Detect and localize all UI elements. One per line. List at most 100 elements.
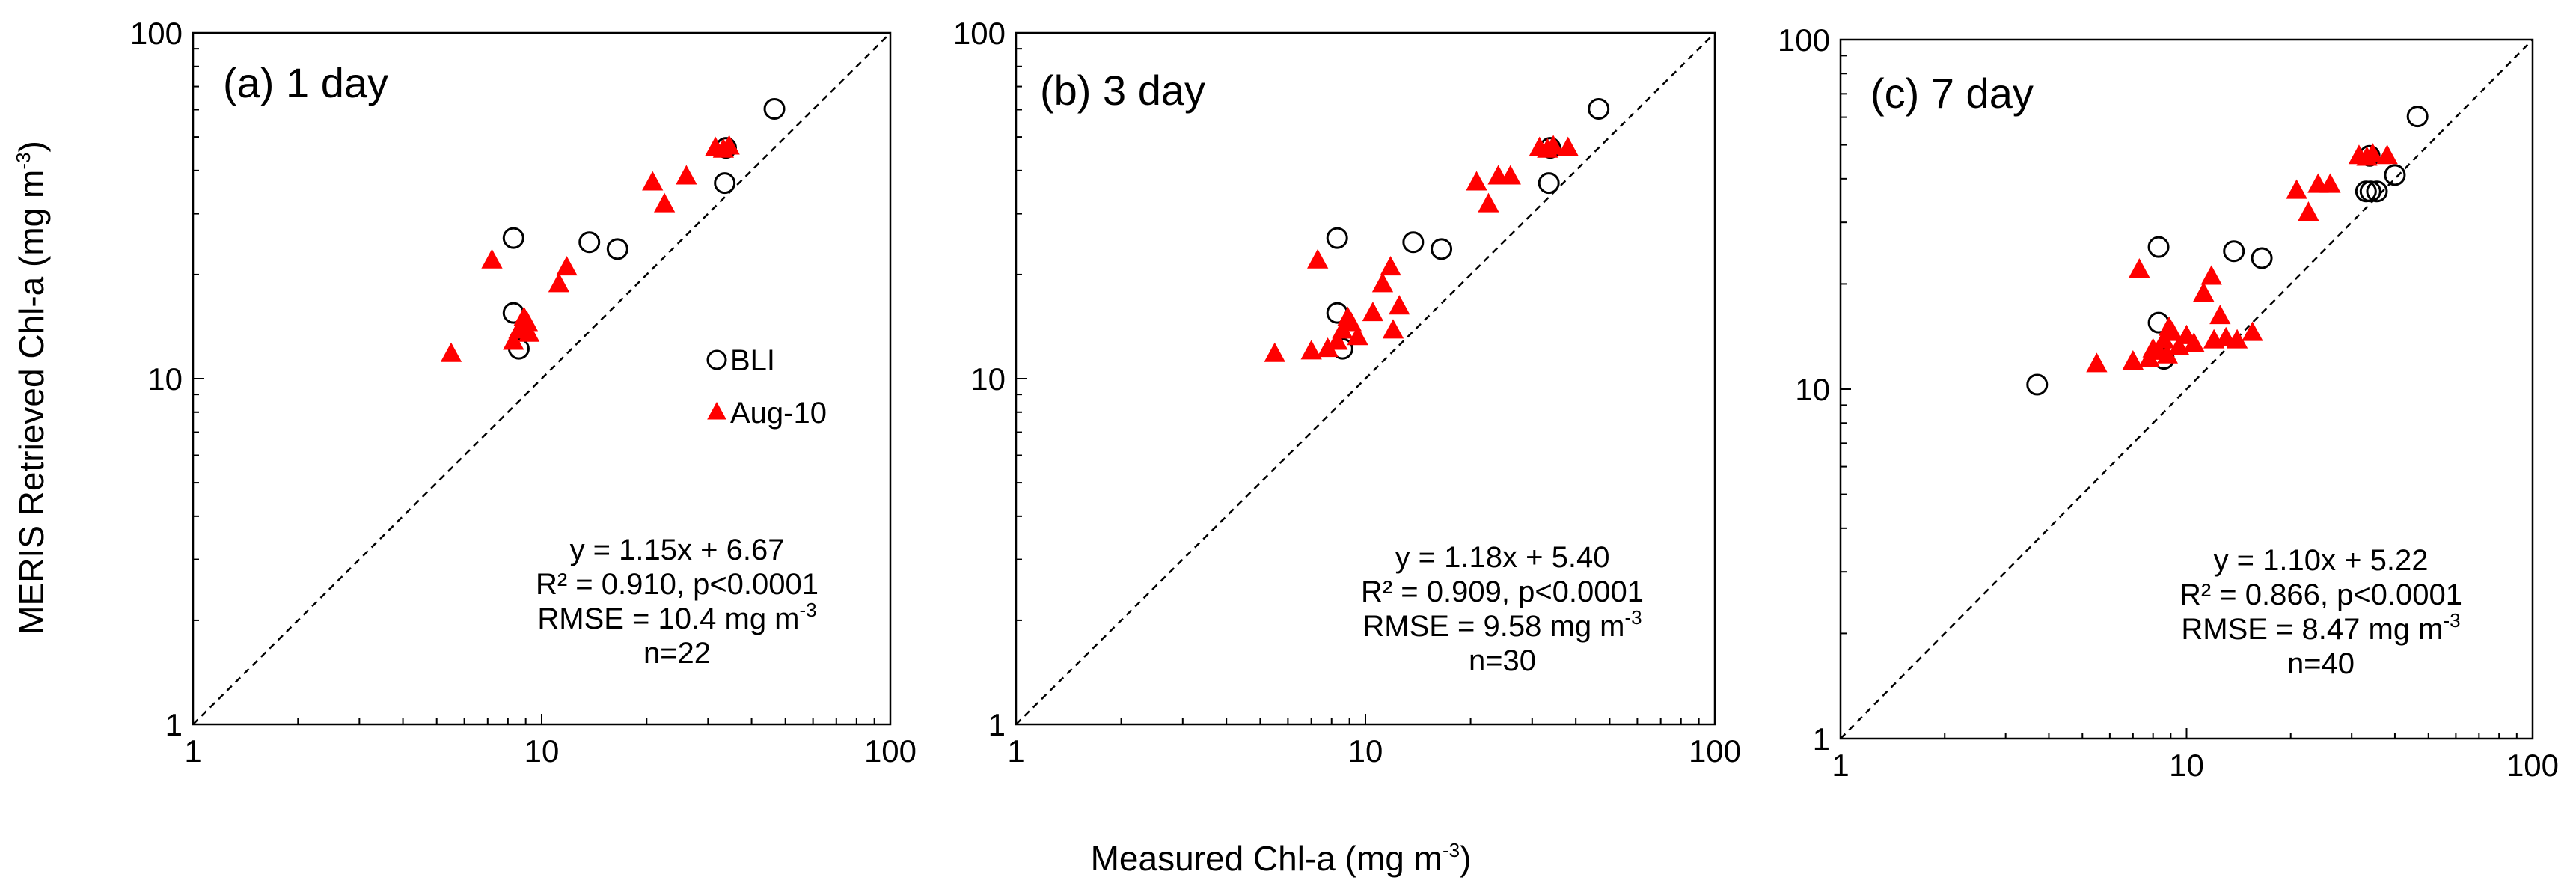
data-point-bli — [2026, 373, 2049, 396]
y-axis-title: MERIS Retrieved Chl-a (mg m-3) — [12, 141, 51, 635]
legend-marker-bli — [706, 349, 727, 370]
data-point-bli — [763, 97, 786, 120]
regression-equation: y = 1.10x + 5.22 — [2214, 544, 2429, 577]
x-tick-label: 1 — [1007, 733, 1024, 769]
series-bli — [2026, 106, 2429, 396]
data-point-bli — [1538, 172, 1560, 195]
data-point-aug10 — [2122, 349, 2144, 370]
data-point-aug10 — [1264, 342, 1285, 362]
one-to-one-line — [1015, 32, 1716, 725]
r-squared: R² = 0.866, p<0.0001 — [2179, 578, 2462, 611]
sample-count: n=40 — [2287, 647, 2355, 680]
data-point-bli — [2355, 180, 2377, 203]
panel-title: (b) 3 day — [1040, 67, 1205, 114]
data-point-bli — [578, 231, 601, 254]
panel-title: (c) 7 day — [1870, 70, 2034, 117]
x-tick-label: 100 — [2506, 748, 2559, 783]
data-point-aug10 — [2242, 321, 2263, 341]
data-point-aug10 — [2226, 329, 2248, 349]
data-point-bli — [1431, 238, 1453, 260]
y-tick-label: 10 — [147, 361, 183, 397]
data-point-bli — [714, 172, 736, 195]
data-point-aug10 — [1371, 272, 1394, 293]
panel-1: 1 10 100 1 10 100 (a) 1 day y = 1.15x + 6.67R² … — [130, 16, 917, 769]
data-point-aug10 — [642, 171, 664, 191]
legend-label-aug10: Aug-10 — [730, 397, 827, 430]
data-point-bli — [502, 227, 524, 249]
data-point-aug10 — [718, 135, 740, 155]
data-point-bli — [2147, 236, 2170, 258]
data-point-aug10 — [2156, 343, 2178, 364]
data-point-aug10 — [2200, 265, 2222, 285]
data-point-aug10 — [2162, 321, 2183, 341]
data-point-aug10 — [1389, 295, 1410, 315]
data-point-bli — [606, 238, 628, 260]
data-point-aug10 — [1543, 135, 1564, 155]
x-axis-title: Measured Chl-a (mg m-3) — [1091, 839, 1472, 878]
data-point-aug10 — [1347, 326, 1368, 346]
data-point-aug10 — [481, 248, 503, 269]
one-to-one-line — [1840, 39, 2533, 739]
data-point-aug10 — [2129, 258, 2150, 278]
rmse: RMSE = 10.4 mg m-3 — [537, 599, 816, 635]
data-point-bli — [2406, 106, 2429, 128]
data-point-bli — [2384, 164, 2406, 186]
data-point-aug10 — [2319, 173, 2341, 193]
data-point-aug10 — [1300, 340, 1322, 360]
data-point-aug10 — [1478, 192, 1499, 213]
data-point-aug10 — [2183, 332, 2205, 352]
data-point-aug10 — [1340, 311, 1362, 332]
series-bli — [502, 97, 786, 360]
r-squared: R² = 0.909, p<0.0001 — [1361, 575, 1644, 608]
data-point-aug10 — [676, 165, 697, 185]
data-point-aug10 — [1466, 171, 1487, 191]
rmse: RMSE = 9.58 mg m-3 — [1362, 606, 1642, 643]
data-point-bli — [2251, 247, 2273, 269]
y-tick-label: 100 — [130, 16, 183, 51]
panel-2: 1 10 100 1 10 100 (b) 3 day y = 1.18x + 5.40R² … — [953, 16, 1741, 769]
rmse: RMSE = 8.47 mg m-3 — [2181, 609, 2460, 646]
series-aug-10 — [2086, 143, 2398, 373]
panel-3: 1 10 100 1 10 100 (c) 7 day y = 1.10x + 5.22R² … — [1778, 22, 2559, 783]
x-tick-label: 10 — [524, 733, 560, 769]
data-point-aug10 — [2168, 335, 2190, 355]
data-point-aug10 — [2298, 201, 2319, 222]
data-point-aug10 — [653, 192, 676, 213]
data-point-aug10 — [1362, 302, 1384, 322]
data-point-bli — [1326, 227, 1348, 249]
data-point-aug10 — [2362, 143, 2384, 163]
regression-equation: y = 1.15x + 6.67 — [570, 534, 785, 566]
one-to-one-line — [192, 32, 891, 725]
series-aug-10 — [440, 135, 740, 362]
data-point-aug10 — [2286, 179, 2307, 199]
data-point-aug10 — [1499, 165, 1521, 185]
x-tick-label: 10 — [2169, 748, 2204, 783]
data-point-aug10 — [503, 330, 524, 350]
x-tick-label: 1 — [184, 733, 201, 769]
sample-count: n=30 — [1469, 644, 1536, 677]
x-tick-label: 10 — [1348, 733, 1383, 769]
legend-label-bli: BLI — [730, 344, 775, 377]
data-point-bli — [2359, 180, 2381, 203]
data-point-aug10 — [2086, 352, 2108, 373]
data-point-aug10 — [1327, 330, 1348, 350]
data-point-aug10 — [1307, 248, 1329, 269]
legend: BLI Aug-10 — [706, 344, 827, 430]
data-point-bli — [2223, 240, 2245, 263]
y-tick-label: 1 — [1813, 721, 1830, 757]
y-tick-label: 1 — [988, 707, 1006, 742]
sample-count: n=22 — [643, 637, 711, 670]
data-point-aug10 — [548, 272, 570, 293]
data-point-aug10 — [1380, 256, 1401, 276]
legend-marker-aug10 — [707, 401, 726, 420]
x-tick-label: 100 — [1689, 733, 1741, 769]
y-tick-label: 100 — [1778, 22, 1830, 58]
data-point-aug10 — [440, 342, 462, 362]
y-tick-label: 10 — [1795, 372, 1830, 407]
data-point-aug10 — [2376, 144, 2398, 165]
r-squared: R² = 0.910, p<0.0001 — [536, 568, 819, 601]
